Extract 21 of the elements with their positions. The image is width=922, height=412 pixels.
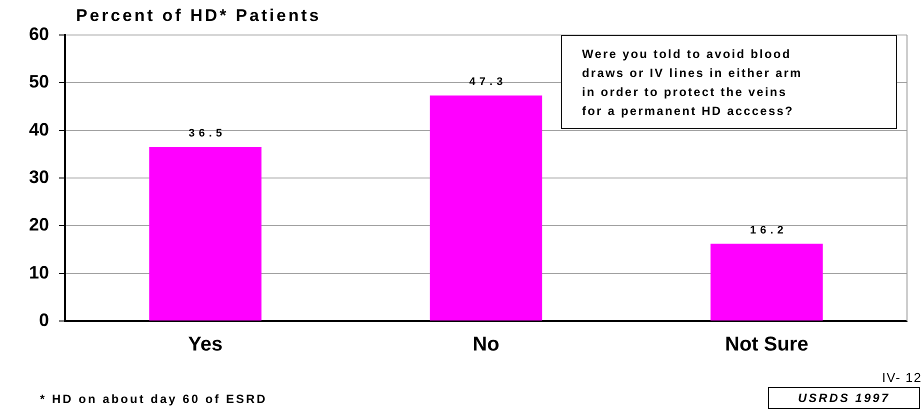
y-tick-label: 10: [28, 262, 49, 282]
y-tick-label: 40: [28, 119, 49, 140]
y-tick-label: 30: [28, 166, 49, 187]
text: IV- 12: [882, 370, 922, 385]
y-tick-label: 60: [28, 24, 49, 44]
y-tick-label: 50: [28, 72, 49, 92]
x-tick-label: Yes: [188, 334, 223, 356]
y-tick-label: 20: [28, 214, 49, 235]
text-box: USRDS 1997: [768, 387, 920, 409]
y-tick-label: 0: [38, 310, 49, 330]
text-box: Were you told to avoid blood draws or IV lines in either arm in order to protect the veins for a permanent HD acccess?: [561, 35, 897, 129]
text: * HD on about day 60 of ESRD: [40, 392, 268, 406]
data-label: 47.3: [469, 76, 507, 88]
chart-title: Percent of HD* Patients: [76, 6, 322, 26]
x-tick-label: No: [472, 334, 500, 356]
x-tick-label: Not Sure: [724, 334, 808, 356]
data-label: 36.5: [188, 128, 226, 140]
bar: [430, 96, 542, 320]
data-label: 16.2: [750, 224, 788, 236]
bar: [710, 244, 823, 320]
bar: [149, 147, 262, 320]
